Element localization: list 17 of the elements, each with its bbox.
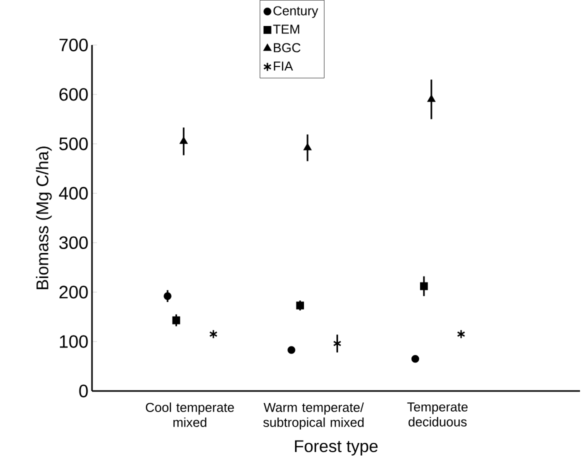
legend-label: TEM bbox=[273, 24, 300, 34]
y-tick-label: 400 bbox=[58, 186, 88, 200]
legend-label: BGC bbox=[274, 43, 300, 52]
legend-label: FIA bbox=[274, 62, 293, 71]
x-tick-label: Warm temperate/ subtropical mixed bbox=[263, 402, 364, 430]
y-tick-label: 0 bbox=[79, 384, 88, 398]
x-tick-label: Cool temperate mixed bbox=[146, 402, 234, 427]
legend-label: Century bbox=[274, 6, 318, 18]
y-tick-label: 100 bbox=[60, 335, 88, 348]
y-axis-title: Biomass (Mg C/ha) bbox=[36, 146, 52, 290]
y-tick-label: 300 bbox=[59, 236, 88, 250]
x-axis-title: Forest type bbox=[295, 440, 378, 456]
y-tick-label: 200 bbox=[59, 286, 88, 298]
y-tick-label: 500 bbox=[59, 137, 88, 150]
y-tick-label: 600 bbox=[59, 88, 88, 101]
x-tick-label: Temperate deciduous bbox=[407, 402, 468, 426]
y-tick-label: 700 bbox=[59, 38, 88, 52]
